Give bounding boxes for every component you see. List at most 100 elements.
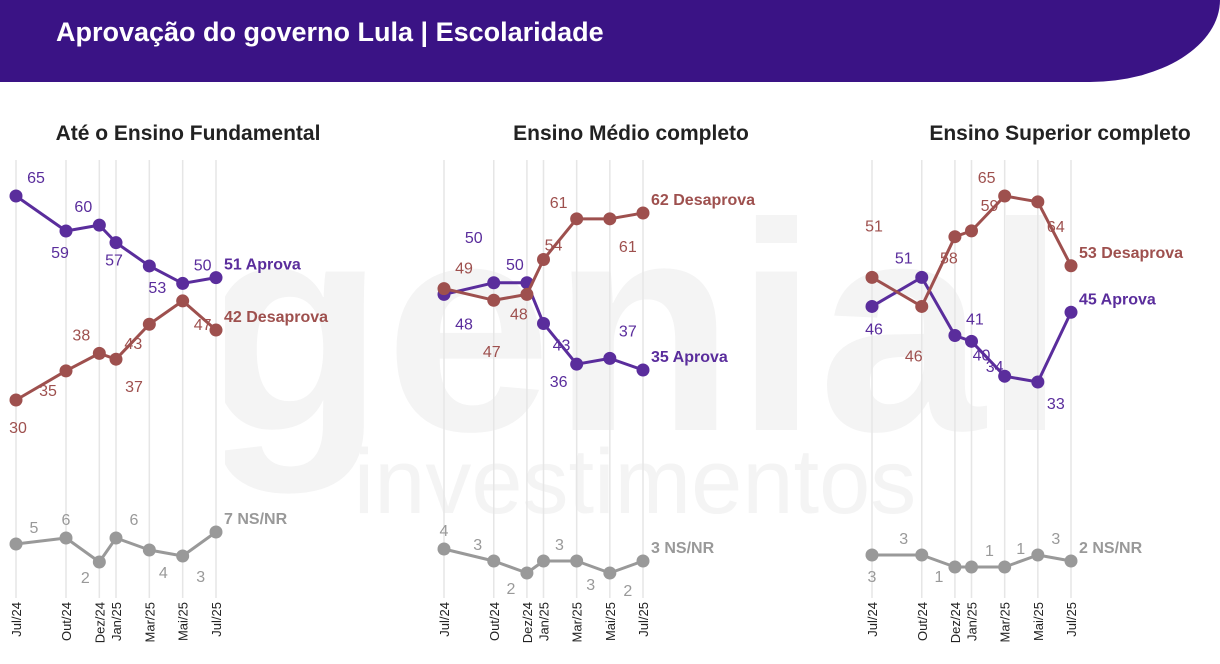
data-point-nsnr — [520, 566, 534, 580]
data-point-aprova — [1031, 375, 1045, 389]
data-point-desaprova — [965, 224, 978, 238]
x-tick-label: Jan/25 — [965, 602, 980, 641]
data-label-nsnr: 3 — [473, 537, 482, 554]
data-label-nsnr: 5 — [30, 520, 39, 537]
data-label-nsnr: 6 — [62, 512, 71, 529]
data-point-desaprova — [209, 323, 223, 337]
data-label-aprova: 34 — [986, 359, 1004, 376]
x-tick-label: Mai/25 — [1031, 602, 1046, 641]
data-point-nsnr — [109, 531, 123, 545]
data-point-nsnr — [603, 566, 617, 580]
data-point-aprova — [603, 351, 617, 365]
data-point-aprova — [9, 189, 23, 203]
data-point-desaprova — [487, 293, 501, 307]
data-point-nsnr — [1031, 548, 1045, 562]
end-label-desaprova: 53 Desaprova — [1079, 245, 1183, 262]
x-tick-label: Jul/24 — [865, 602, 880, 637]
data-label-desaprova: 30 — [9, 420, 27, 437]
data-label-nsnr: 3 — [1051, 531, 1060, 548]
end-label-nsnr: 3 NS/NR — [651, 540, 715, 557]
data-label-desaprova: 35 — [39, 383, 57, 400]
data-point-aprova — [209, 271, 223, 285]
data-point-nsnr — [9, 537, 23, 551]
data-label-aprova: 41 — [966, 312, 984, 329]
end-label-aprova: 45 Aprova — [1079, 291, 1156, 308]
data-label-aprova: 46 — [865, 321, 883, 338]
data-label-nsnr: 1 — [985, 543, 994, 560]
panel-title-fundamental: Até o Ensino Fundamental — [55, 122, 321, 145]
data-point-desaprova — [9, 393, 23, 407]
data-point-nsnr — [437, 542, 451, 556]
data-label-desaprova: 37 — [125, 379, 143, 396]
data-point-nsnr — [176, 549, 190, 563]
end-label-aprova: 51 Aprova — [224, 257, 301, 274]
data-point-desaprova — [59, 364, 73, 378]
data-point-aprova — [965, 334, 978, 348]
data-label-nsnr: 1 — [934, 569, 943, 586]
data-point-aprova — [1064, 305, 1078, 319]
data-point-desaprova — [176, 294, 190, 308]
data-label-desaprova: 65 — [978, 170, 996, 187]
data-point-desaprova — [92, 346, 106, 360]
x-tick-label: Out/24 — [915, 602, 930, 641]
x-tick-label: Mai/25 — [176, 602, 191, 641]
data-label-aprova: 53 — [148, 280, 166, 297]
data-point-desaprova — [1031, 195, 1045, 209]
data-point-nsnr — [209, 525, 223, 539]
data-label-nsnr: 3 — [586, 577, 595, 594]
watermark-text-bottom: investimentos — [354, 431, 916, 525]
data-point-aprova — [948, 329, 962, 342]
data-label-aprova: 48 — [455, 316, 473, 333]
data-label-desaprova: 47 — [194, 317, 212, 334]
data-point-aprova — [176, 276, 190, 290]
data-label-aprova: 33 — [1047, 396, 1065, 413]
data-point-aprova — [915, 270, 929, 284]
data-label-aprova: 40 — [973, 347, 991, 364]
x-tick-label: Dez/24 — [948, 602, 963, 643]
data-point-aprova — [109, 236, 123, 250]
data-label-nsnr: 3 — [868, 569, 877, 586]
data-label-nsnr: 3 — [196, 569, 205, 586]
data-point-nsnr — [537, 554, 550, 568]
data-label-aprova: 57 — [105, 253, 123, 270]
data-point-nsnr — [92, 555, 106, 569]
data-point-desaprova — [537, 253, 550, 267]
end-label-nsnr: 2 NS/NR — [1079, 540, 1143, 557]
data-label-desaprova: 46 — [905, 348, 923, 365]
data-point-desaprova — [636, 206, 650, 220]
data-label-nsnr: 3 — [555, 537, 564, 554]
data-label-aprova: 60 — [74, 199, 92, 216]
x-tick-label: Dez/24 — [520, 602, 535, 643]
data-label-desaprova: 48 — [510, 306, 528, 323]
data-label-aprova: 59 — [51, 245, 69, 262]
data-point-desaprova — [915, 299, 929, 313]
data-label-nsnr: 3 — [899, 531, 908, 548]
data-point-nsnr — [965, 560, 978, 574]
panel-title-medio: Ensino Médio completo — [513, 122, 749, 145]
x-tick-label: Jul/25 — [636, 602, 651, 637]
x-tick-label: Dez/24 — [92, 602, 107, 643]
data-point-nsnr — [487, 554, 501, 568]
data-label-aprova: 50 — [506, 257, 524, 274]
data-label-desaprova: 43 — [124, 336, 142, 353]
data-point-nsnr — [948, 560, 962, 574]
data-point-nsnr — [636, 554, 650, 568]
data-label-desaprova: 61 — [619, 239, 637, 256]
data-point-desaprova — [603, 212, 617, 226]
data-label-aprova: 51 — [895, 250, 913, 267]
data-label-desaprova: 58 — [940, 251, 958, 268]
data-point-nsnr — [1064, 554, 1078, 568]
data-label-nsnr: 2 — [506, 581, 515, 598]
data-point-desaprova — [570, 212, 584, 226]
end-label-aprova: 35 Aprova — [651, 349, 728, 366]
data-label-aprova: 36 — [550, 374, 568, 391]
watermark-logo: genial investimentos — [225, 215, 1045, 525]
data-label-desaprova: 49 — [455, 261, 473, 278]
watermark-text-top: genial — [225, 215, 1045, 496]
data-point-aprova — [142, 259, 156, 273]
data-label-nsnr: 4 — [159, 565, 168, 582]
data-point-aprova — [636, 363, 650, 377]
data-point-nsnr — [998, 560, 1012, 574]
x-tick-label: Jan/25 — [537, 602, 552, 641]
data-point-desaprova — [520, 287, 534, 301]
